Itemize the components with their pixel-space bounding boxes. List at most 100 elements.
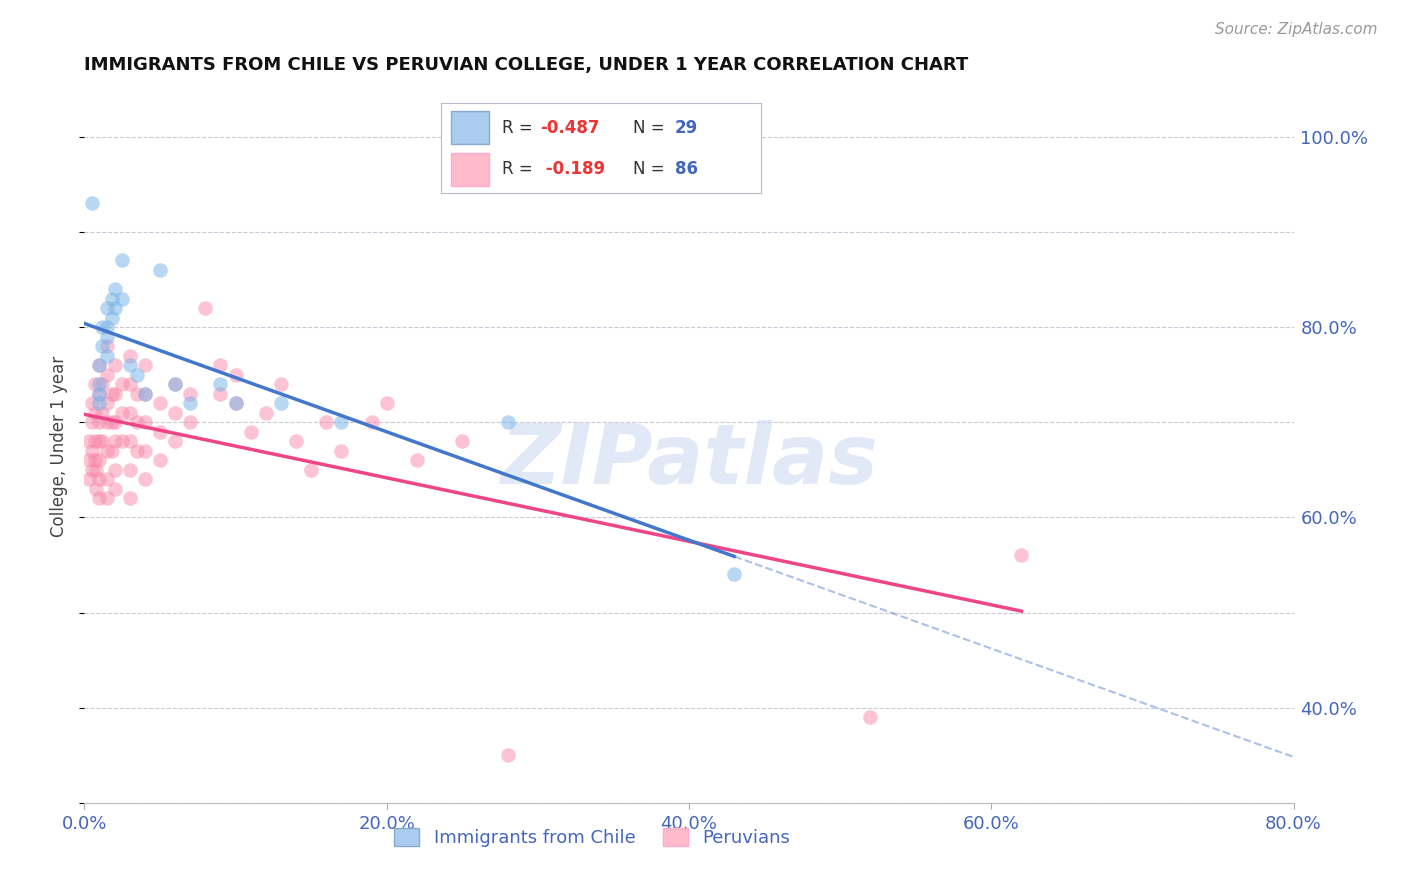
Point [89, 377, 111, 392]
Point [89, 386, 111, 401]
Point [1011, 549, 1033, 563]
Text: IMMIGRANTS FROM CHILE VS PERUVIAN COLLEGE, UNDER 1 YEAR CORRELATION CHART: IMMIGRANTS FROM CHILE VS PERUVIAN COLLEG… [84, 56, 969, 74]
Point [96, 443, 118, 458]
Point [104, 434, 127, 449]
Point [89, 434, 111, 449]
Point [496, 748, 519, 763]
Point [134, 472, 156, 486]
Text: Source: ZipAtlas.com: Source: ZipAtlas.com [1215, 22, 1378, 37]
Point [194, 301, 217, 315]
Point [80, 415, 103, 429]
Point [127, 386, 149, 401]
Point [100, 386, 122, 401]
Point [165, 377, 187, 392]
Point [77, 434, 100, 449]
Point [149, 425, 172, 439]
Point [111, 406, 134, 420]
Point [209, 358, 232, 372]
Point [89, 396, 111, 410]
Point [225, 368, 247, 382]
Point [165, 377, 187, 392]
Point [96, 368, 118, 382]
Point [100, 415, 122, 429]
Point [84, 434, 107, 449]
Point [118, 358, 141, 372]
Point [80, 196, 103, 211]
Point [209, 377, 232, 392]
Point [723, 567, 745, 582]
Point [165, 434, 187, 449]
Point [91, 320, 114, 334]
Point [496, 415, 519, 429]
Point [84, 377, 107, 392]
Point [89, 358, 111, 372]
Point [89, 358, 111, 372]
Point [80, 396, 103, 410]
Point [179, 386, 201, 401]
Y-axis label: College, Under 1 year: College, Under 1 year [51, 355, 69, 537]
Point [118, 377, 141, 392]
Point [254, 406, 277, 420]
Text: ZIPatlas: ZIPatlas [501, 420, 877, 500]
Point [104, 358, 127, 372]
Point [111, 434, 134, 449]
Point [859, 710, 882, 724]
Point [360, 415, 382, 429]
Point [96, 415, 118, 429]
Point [118, 434, 141, 449]
Point [270, 396, 292, 410]
Point [111, 253, 134, 268]
Point [149, 263, 172, 277]
Point [451, 434, 474, 449]
Point [118, 349, 141, 363]
Point [134, 386, 156, 401]
Point [96, 491, 118, 506]
Point [111, 377, 134, 392]
Point [96, 349, 118, 363]
Point [165, 406, 187, 420]
Point [86, 463, 108, 477]
Point [209, 386, 232, 401]
Point [149, 396, 172, 410]
Point [118, 406, 141, 420]
Point [111, 292, 134, 306]
Point [96, 396, 118, 410]
Point [96, 320, 118, 334]
Point [104, 301, 127, 315]
Point [225, 396, 247, 410]
Point [375, 396, 398, 410]
Point [96, 301, 118, 315]
Point [89, 386, 111, 401]
Point [91, 434, 114, 449]
Point [91, 406, 114, 420]
Point [80, 463, 103, 477]
Point [134, 443, 156, 458]
Point [127, 368, 149, 382]
Point [96, 329, 118, 343]
Point [134, 386, 156, 401]
Point [225, 396, 247, 410]
Point [96, 339, 118, 353]
Point [118, 491, 141, 506]
Point [80, 443, 103, 458]
Point [91, 339, 114, 353]
Legend: Immigrants from Chile, Peruvians: Immigrants from Chile, Peruvians [387, 822, 797, 855]
Point [77, 472, 100, 486]
Point [330, 443, 353, 458]
Point [285, 434, 308, 449]
Point [91, 377, 114, 392]
Point [270, 377, 292, 392]
Point [179, 396, 201, 410]
Point [100, 310, 122, 325]
Point [127, 415, 149, 429]
Point [100, 292, 122, 306]
Point [118, 463, 141, 477]
Point [239, 425, 262, 439]
Point [104, 386, 127, 401]
Point [299, 463, 322, 477]
Point [77, 453, 100, 467]
Point [149, 453, 172, 467]
Point [134, 358, 156, 372]
Point [86, 482, 108, 496]
Point [89, 491, 111, 506]
